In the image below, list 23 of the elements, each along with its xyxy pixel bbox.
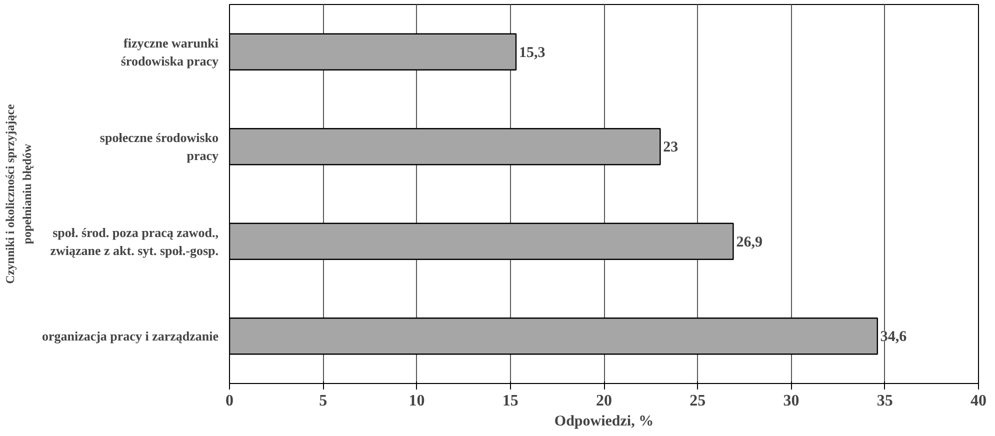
y-tick-label: społeczne środowisko pracy xyxy=(100,130,219,164)
x-tick-label: 0 xyxy=(226,392,234,410)
x-tick-label: 25 xyxy=(690,392,706,410)
y-axis-title: Czynniki i okoliczności sprzyjające popełnianiu błędów xyxy=(3,104,34,284)
data-label: 34,6 xyxy=(880,329,908,346)
data-label: 23 xyxy=(663,140,678,156)
x-tick-label: 20 xyxy=(596,392,612,410)
bar xyxy=(230,128,661,166)
x-tick-label: 35 xyxy=(876,392,893,410)
data-label: 15,3 xyxy=(518,44,546,61)
y-tick-label: fizyczne warunki środowiska pracy xyxy=(120,35,219,68)
bar xyxy=(230,33,517,70)
y-tick-label: organizacja pracy i zarządzanie xyxy=(42,328,219,344)
x-tick-label: 30 xyxy=(783,392,800,410)
x-tick-label: 5 xyxy=(319,392,328,410)
x-axis-title: Odpowiedzi, % xyxy=(554,414,654,430)
x-tick-label: 10 xyxy=(408,392,425,410)
bar xyxy=(230,222,734,260)
bar xyxy=(230,318,878,355)
x-tick-label: 15 xyxy=(502,392,518,410)
data-label: 26,9 xyxy=(736,234,762,250)
x-tick-label: 40 xyxy=(970,392,986,410)
y-tick-label: społ. środ. poza pracą zawod., związane z akt. syt. społ.-gosp. xyxy=(50,224,219,258)
